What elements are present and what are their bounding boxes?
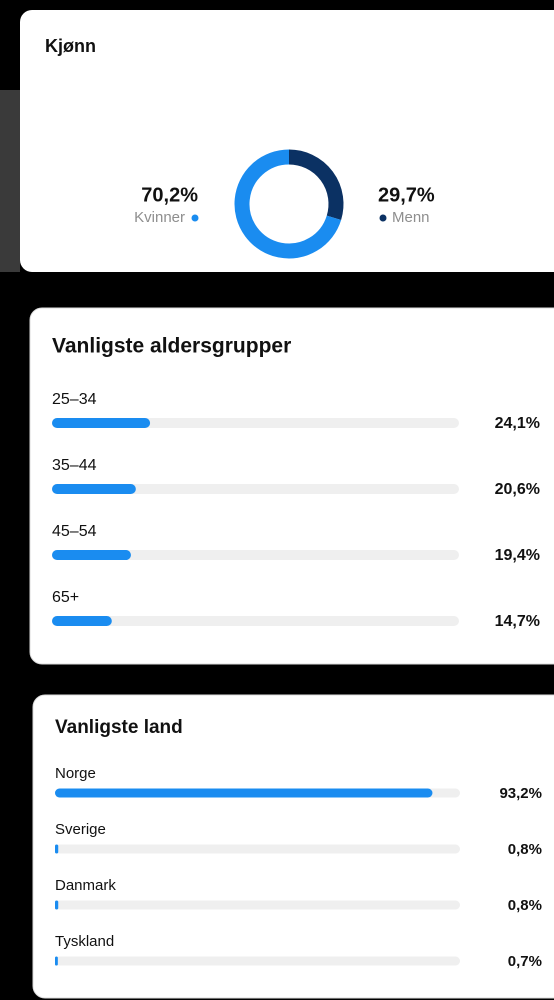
card-title: Vanligste aldersgrupper bbox=[52, 335, 291, 358]
bar-value: 24,1% bbox=[495, 415, 540, 432]
legend-dot bbox=[191, 214, 199, 222]
bar-track bbox=[55, 900, 460, 910]
bar-track bbox=[55, 956, 460, 966]
bar-label: 35–44 bbox=[52, 457, 97, 474]
legend-label: Kvinner bbox=[134, 209, 185, 226]
bar bbox=[52, 550, 131, 560]
bar-label: 45–54 bbox=[52, 523, 97, 540]
bar-label: 65+ bbox=[52, 589, 79, 606]
donut-segment bbox=[234, 149, 342, 259]
bar-value: 0,7% bbox=[508, 953, 542, 970]
bar-track bbox=[52, 616, 459, 626]
bar bbox=[55, 844, 59, 854]
legend-label: Menn bbox=[392, 209, 430, 226]
bar-value: 20,6% bbox=[495, 481, 540, 498]
bar-label: Sverige bbox=[55, 821, 106, 838]
bar-label: Tyskland bbox=[55, 933, 114, 950]
bar-track bbox=[55, 844, 460, 854]
legend-dot bbox=[379, 214, 387, 222]
side-strip bbox=[0, 90, 20, 272]
bar-track bbox=[52, 418, 459, 428]
bar-label: Danmark bbox=[55, 877, 116, 894]
donut-segment bbox=[288, 149, 344, 220]
bar bbox=[52, 484, 136, 494]
bar bbox=[55, 900, 59, 910]
card-title: Kjønn bbox=[45, 36, 96, 56]
bar-value: 14,7% bbox=[495, 613, 540, 630]
card bbox=[20, 10, 554, 272]
bar bbox=[55, 956, 58, 966]
bar-label: Norge bbox=[55, 765, 96, 782]
legend-value: 70,2% bbox=[141, 184, 198, 206]
bar-track bbox=[52, 550, 459, 560]
bar-track bbox=[52, 484, 459, 494]
bar bbox=[52, 616, 112, 626]
bar bbox=[52, 418, 151, 428]
bar-value: 93,2% bbox=[499, 785, 542, 802]
legend-value: 29,7% bbox=[378, 184, 435, 206]
bar bbox=[55, 788, 433, 798]
card-title: Vanligste land bbox=[55, 717, 183, 738]
bar-value: 0,8% bbox=[508, 897, 542, 914]
bar-label: 25–34 bbox=[52, 391, 97, 408]
bar-value: 0,8% bbox=[508, 841, 542, 858]
bar-value: 19,4% bbox=[495, 547, 540, 564]
